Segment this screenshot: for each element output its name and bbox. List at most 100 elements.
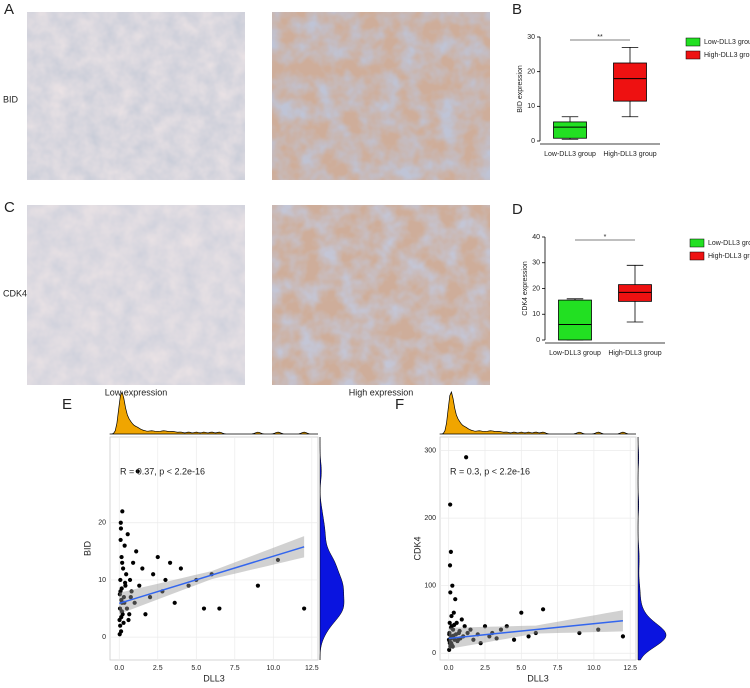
- point: [452, 622, 457, 627]
- point: [448, 549, 453, 554]
- point: [120, 560, 125, 565]
- annotation: R = 0.3, p < 2.2e-16: [450, 466, 530, 476]
- point: [151, 572, 156, 577]
- x-density: [439, 390, 636, 435]
- point: [540, 607, 546, 612]
- x-tick-label: 10.0: [587, 665, 601, 672]
- x-tick-label: 5.0: [191, 665, 201, 672]
- point: [447, 647, 452, 652]
- y-tick-label: 0: [432, 650, 436, 657]
- x-tick-label: 12.5: [623, 665, 637, 672]
- caption: Low expression: [105, 387, 168, 397]
- point: [465, 630, 470, 636]
- legend-label: Low-DLL3 group: [708, 240, 750, 247]
- x-tick-label: 0.0: [444, 665, 454, 672]
- x-axis-label: DLL3: [203, 673, 225, 683]
- point: [129, 589, 134, 594]
- point: [186, 583, 191, 588]
- point: [117, 592, 122, 597]
- point: [147, 595, 153, 600]
- point: [450, 583, 455, 588]
- point: [457, 628, 462, 634]
- panel-letter: E: [62, 396, 72, 413]
- point: [620, 634, 626, 639]
- point: [487, 634, 492, 639]
- point: [447, 563, 453, 568]
- point: [450, 644, 455, 649]
- y-tick-label: 20: [527, 69, 535, 76]
- legend-label: Low-DLL3 group: [704, 39, 750, 46]
- y-axis-label: CDK4 expression: [522, 261, 529, 316]
- x-tick-label: High-DLL3 group: [603, 151, 656, 158]
- fit-line: [448, 620, 624, 640]
- point: [478, 641, 483, 646]
- significance: *: [604, 234, 607, 241]
- point: [471, 637, 476, 642]
- y-tick-label: 0: [536, 337, 540, 344]
- point: [255, 583, 261, 588]
- panel-letter: D: [512, 201, 523, 218]
- legend-swatch: [689, 251, 705, 261]
- ihc-texture: [272, 12, 490, 180]
- fit-line: [119, 546, 305, 605]
- point: [135, 469, 140, 474]
- plot-area: [109, 436, 319, 661]
- point: [122, 543, 127, 548]
- point: [140, 566, 145, 571]
- box: [558, 299, 592, 341]
- point: [217, 606, 222, 611]
- legend-label: High-DLL3 group: [708, 253, 750, 260]
- y-tick-label: 40: [532, 234, 540, 241]
- annotation: R = 0.37, p < 2.2e-16: [120, 466, 205, 476]
- caption: High expression: [349, 387, 414, 397]
- panel-letter: C: [4, 199, 15, 216]
- point: [125, 532, 130, 537]
- y-tick-label: 200: [424, 515, 436, 522]
- legend-swatch: [689, 238, 705, 248]
- point: [124, 572, 129, 577]
- point: [482, 624, 488, 629]
- y-density: [319, 436, 345, 661]
- point: [167, 560, 173, 565]
- panel-letter: B: [512, 1, 522, 18]
- x-tick-label: 2.5: [480, 665, 490, 672]
- point: [468, 627, 473, 632]
- point: [119, 586, 124, 591]
- y-tick-label: 20: [98, 520, 106, 527]
- point: [124, 606, 130, 611]
- point: [526, 634, 531, 639]
- point: [131, 560, 136, 565]
- point: [448, 625, 454, 630]
- box: [618, 284, 652, 302]
- y-tick-label: 100: [424, 583, 436, 590]
- box: [553, 121, 587, 139]
- point: [456, 637, 461, 642]
- point: [464, 455, 469, 460]
- point: [448, 502, 453, 507]
- point: [201, 606, 207, 611]
- y-tick-label: 10: [532, 311, 540, 318]
- point: [118, 623, 123, 628]
- point: [596, 627, 601, 632]
- point: [128, 595, 133, 600]
- point: [504, 624, 509, 629]
- legend-swatch: [685, 50, 701, 60]
- y-axis-label: BID expression: [517, 65, 524, 113]
- y-tick-label: 0: [102, 634, 106, 641]
- point: [118, 537, 123, 543]
- point: [126, 617, 131, 623]
- point: [134, 549, 139, 554]
- point: [117, 632, 122, 637]
- point: [447, 632, 452, 637]
- point: [498, 627, 504, 632]
- point: [120, 566, 126, 571]
- point: [448, 590, 453, 595]
- point: [118, 520, 123, 525]
- y-tick-label: 30: [532, 260, 540, 267]
- y-tick-label: 10: [527, 103, 535, 110]
- point: [172, 600, 177, 605]
- point: [459, 617, 464, 622]
- x-tick-label: Low-DLL3 group: [544, 151, 596, 158]
- x-tick-label: 10.0: [267, 665, 281, 672]
